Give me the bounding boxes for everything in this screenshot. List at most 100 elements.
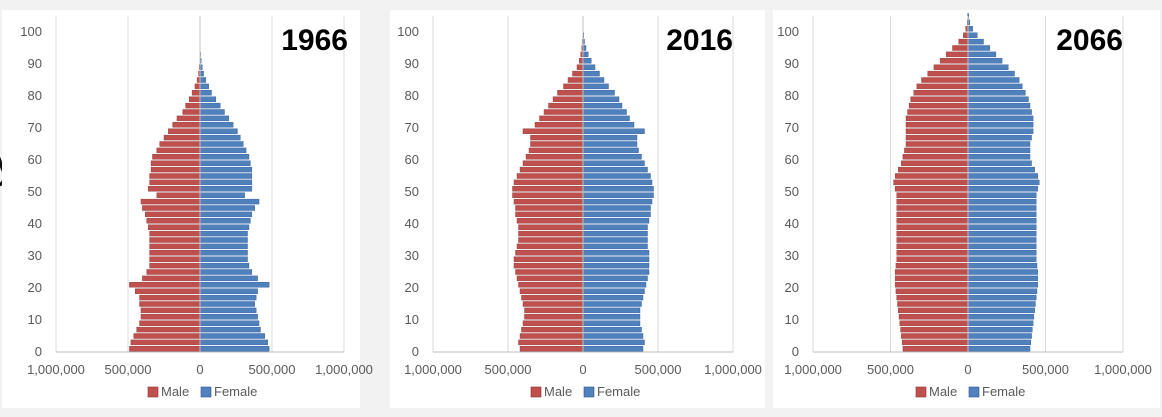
bar-2016-female-age-54 bbox=[582, 173, 651, 179]
y-tick-label-2066-80: 80 bbox=[785, 88, 799, 103]
bar-2066-female-age-20 bbox=[967, 282, 1038, 288]
bar-2016-male-age-42 bbox=[515, 211, 584, 218]
y-tick-label-1966-30: 30 bbox=[28, 248, 42, 263]
bar-2016-female-age-10 bbox=[582, 314, 641, 320]
bar-2016-female-age-12 bbox=[582, 307, 641, 314]
bar-1966-male-age-50 bbox=[147, 186, 201, 192]
bar-2016-male-age-34 bbox=[518, 237, 584, 243]
bar-1966-male-age-6 bbox=[136, 326, 201, 333]
bar-1966-female-age-10 bbox=[199, 314, 258, 320]
y-tick-label-2016-10: 10 bbox=[405, 312, 419, 327]
bar-2066-female-age-94 bbox=[967, 45, 990, 51]
bar-2016-female-age-90 bbox=[582, 58, 592, 64]
bar-2066-male-age-4 bbox=[901, 333, 969, 339]
bar-2016-male-age-60 bbox=[525, 154, 584, 160]
bar-2066-male-age-34 bbox=[896, 237, 969, 243]
bar-2016-male-age-74 bbox=[543, 109, 584, 115]
bar-2016-male-age-88 bbox=[576, 64, 584, 70]
bar-2016-female-age-58 bbox=[582, 160, 645, 166]
legend-label-female-2016: Female bbox=[597, 384, 640, 399]
bar-2016-female-age-40 bbox=[582, 218, 650, 224]
bar-2016-female-age-6 bbox=[582, 326, 642, 333]
bar-2016-female-age-24 bbox=[582, 269, 650, 275]
bar-2066-female-age-2 bbox=[967, 339, 1031, 346]
bar-2016-male-age-32 bbox=[516, 243, 584, 250]
bar-1966-female-age-54 bbox=[199, 173, 253, 179]
bar-2016-female-age-68 bbox=[582, 128, 645, 134]
legend-swatch-female-2066 bbox=[968, 386, 980, 398]
bar-1966-female-age-24 bbox=[199, 269, 253, 275]
bar-2066-female-age-68 bbox=[967, 128, 1034, 134]
bar-2066-female-age-72 bbox=[967, 115, 1034, 122]
bar-2016-male-age-4 bbox=[519, 333, 584, 339]
bar-1966-male-age-64 bbox=[159, 141, 201, 147]
pyramid-panel-2016: 0 10 20 30 40 50 60 70 80 90 100 1,000,000 500,000 0 5… bbox=[390, 10, 765, 408]
bar-1966-female-age-50 bbox=[199, 186, 253, 192]
bar-1966-female-age-26 bbox=[199, 262, 250, 269]
bar-1966-female-age-14 bbox=[199, 301, 255, 307]
bar-1966-male-age-0 bbox=[129, 346, 201, 352]
bar-2066-male-age-68 bbox=[905, 128, 969, 134]
bar-2016-male-age-8 bbox=[522, 320, 584, 326]
bar-2066-male-age-58 bbox=[901, 160, 969, 166]
bar-2066-male-age-26 bbox=[895, 262, 969, 269]
bar-2016-female-age-22 bbox=[582, 275, 648, 282]
bar-2066-male-age-50 bbox=[894, 186, 969, 192]
y-tick-label-1966-40: 40 bbox=[28, 216, 42, 231]
y-tick-label-2016-20: 20 bbox=[405, 280, 419, 295]
y-tick-label-2066-40: 40 bbox=[785, 216, 799, 231]
bar-2066-male-age-38 bbox=[896, 224, 969, 230]
bar-2016-male-age-82 bbox=[563, 83, 584, 90]
bar-1966-female-age-34 bbox=[199, 237, 248, 243]
bar-2066-male-age-46 bbox=[896, 198, 969, 205]
bar-1966-female-age-46 bbox=[199, 198, 260, 205]
bar-2066-female-age-64 bbox=[967, 141, 1031, 147]
bar-1966-female-age-16 bbox=[199, 294, 257, 301]
bar-2016-female-age-80 bbox=[582, 90, 615, 96]
bar-2066-female-age-12 bbox=[967, 307, 1035, 314]
bar-1966-female-age-22 bbox=[199, 275, 258, 282]
bar-1966-male-age-34 bbox=[149, 237, 201, 243]
bar-2016-male-age-2 bbox=[518, 339, 584, 346]
bar-2016-female-age-38 bbox=[582, 224, 648, 230]
bar-1966-male-age-16 bbox=[139, 294, 201, 301]
x-tick-label-2016-3: 500,000 bbox=[635, 362, 682, 377]
bar-1966-female-age-8 bbox=[199, 320, 260, 326]
bar-1966-female-age-20 bbox=[199, 282, 270, 288]
bar-2066-male-age-84 bbox=[921, 77, 969, 83]
bar-1966-female-age-0 bbox=[199, 346, 270, 352]
legend-label-female-1966: Female bbox=[214, 384, 257, 399]
bar-2016-male-age-62 bbox=[528, 147, 584, 154]
bar-2066-male-age-8 bbox=[899, 320, 969, 326]
bar-2066-female-age-66 bbox=[967, 134, 1032, 141]
bar-2066-male-age-70 bbox=[905, 122, 969, 128]
legend-label-male-2016: Male bbox=[544, 384, 572, 399]
bar-2066-male-age-66 bbox=[905, 134, 969, 141]
legend-label-female-2066: Female bbox=[982, 384, 1025, 399]
bar-2066-female-age-28 bbox=[967, 256, 1037, 262]
bar-1966-male-age-36 bbox=[149, 230, 201, 237]
bar-1966-male-age-74 bbox=[182, 109, 201, 115]
bar-2066-female-age-82 bbox=[967, 83, 1023, 90]
bar-2066-female-age-86 bbox=[967, 70, 1015, 77]
bar-2016-male-age-22 bbox=[516, 275, 584, 282]
bar-1966-female-age-12 bbox=[199, 307, 257, 314]
bar-2016-male-age-78 bbox=[552, 96, 584, 102]
bar-1966-female-age-48 bbox=[199, 192, 245, 198]
y-tick-label-2066-70: 70 bbox=[785, 120, 799, 135]
bar-2066-male-age-10 bbox=[898, 314, 969, 320]
bar-1966-male-age-4 bbox=[133, 333, 201, 339]
x-tick-label-2016-0: 1,000,000 bbox=[404, 362, 462, 377]
bar-2016-female-age-72 bbox=[582, 115, 630, 122]
bar-2066-female-age-62 bbox=[967, 147, 1031, 154]
bar-2066-male-age-2 bbox=[901, 339, 969, 346]
bar-1966-male-age-48 bbox=[156, 192, 201, 198]
bar-1966-male-age-76 bbox=[185, 102, 201, 109]
bar-1966-male-age-8 bbox=[139, 320, 201, 326]
bar-2016-male-age-64 bbox=[530, 141, 584, 147]
bar-2066-female-age-52 bbox=[967, 179, 1040, 186]
y-tick-label-1966-20: 20 bbox=[28, 280, 42, 295]
bar-2016-male-age-0 bbox=[519, 346, 584, 352]
bar-2066-male-age-14 bbox=[897, 301, 969, 307]
bar-2016-female-age-18 bbox=[582, 288, 645, 294]
